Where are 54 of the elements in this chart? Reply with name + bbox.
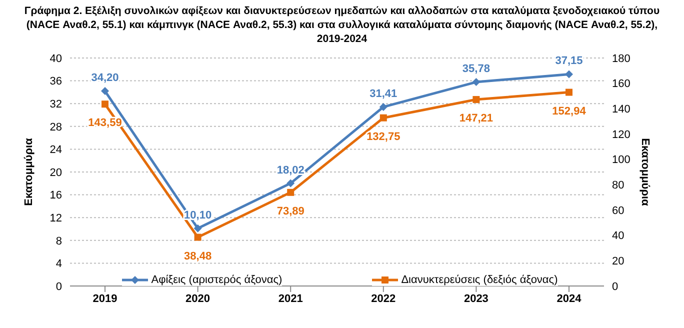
y-tick-label: 32 xyxy=(50,98,62,111)
point xyxy=(286,179,295,188)
x-tick-label: 2023 xyxy=(464,292,488,305)
point xyxy=(194,224,202,232)
point xyxy=(380,114,387,122)
point xyxy=(565,70,573,78)
y2-tick-label: 20 xyxy=(612,256,624,268)
data-label: 35,78 xyxy=(462,63,490,76)
y-tick-label: 0 xyxy=(56,280,62,293)
x-tick-label: 2024 xyxy=(556,292,582,305)
y2-tick-label: 180 xyxy=(612,52,630,65)
legend-label: Αφίξεις (αριστερός άξονας) xyxy=(122,274,282,286)
data-label: 73,89 xyxy=(276,205,304,218)
y2-tick-label: 140 xyxy=(612,104,630,116)
y-tick-label: 12 xyxy=(50,212,62,225)
y2-tick-label: 160 xyxy=(612,78,630,90)
point xyxy=(194,234,202,241)
x-tick-label: 2021 xyxy=(278,292,303,305)
y2-tick-label: 100 xyxy=(612,154,630,166)
data-label: 152,94 xyxy=(552,105,587,118)
point xyxy=(101,87,109,96)
y-tick-label: 8 xyxy=(56,235,62,248)
point xyxy=(472,96,480,104)
data-label: 37,15 xyxy=(555,55,583,68)
y2-tick-label: 60 xyxy=(612,204,624,217)
x-tick-label: 2020 xyxy=(186,292,210,305)
legend-label: Διανυκτερεύσεις (δεξιός άξονας) xyxy=(372,274,558,286)
point xyxy=(379,102,388,111)
point xyxy=(472,78,480,86)
y-tick-label: 16 xyxy=(50,190,62,202)
y-tick-label: 4 xyxy=(56,258,62,270)
y-tick-label: 40 xyxy=(50,52,62,65)
point xyxy=(287,188,294,196)
x-tick-label: 2019 xyxy=(92,292,118,305)
point xyxy=(566,88,572,96)
y2-tick-label: 120 xyxy=(612,128,630,141)
data-label: 18,02 xyxy=(276,164,304,176)
data-label: 31,41 xyxy=(370,88,398,100)
y-tick-label: 36 xyxy=(50,76,62,88)
data-label: 147,21 xyxy=(459,112,494,125)
y2-tick-label: 0 xyxy=(612,280,618,293)
y-tick-label: 28 xyxy=(50,121,62,134)
data-label: 38,48 xyxy=(184,250,212,262)
y-tick-label: 24 xyxy=(50,144,62,156)
y2-tick-label: 40 xyxy=(612,230,624,242)
data-label: 132,75 xyxy=(366,130,400,143)
y-axis-title: Εκατομμύρια xyxy=(22,138,35,206)
x-tick-label: 2022 xyxy=(371,292,396,305)
chart-title: Γράφημα 2. Εξέλιξη συνολικών αφίξεων και διανυκτερεύσεων ημεδαπών και αλλοδαπών στα καταλύματα ξενοδοχειακού τύπου (NACE Αναθ.2, 55.1) και κάμπινγκ (NACE Αναθ.2, 55.3) και στα συλλογικά καταλύματα σύντομης διαμονής (NACE Αναθ.2, 55.2), 2019-2024 xyxy=(23,4,661,46)
data-label: 34,20 xyxy=(91,72,119,84)
y-tick-label: 20 xyxy=(50,166,62,179)
y2-tick-label: 80 xyxy=(612,180,624,192)
point xyxy=(102,100,108,108)
y2-axis-title: Εκατομμύρια xyxy=(639,138,652,206)
